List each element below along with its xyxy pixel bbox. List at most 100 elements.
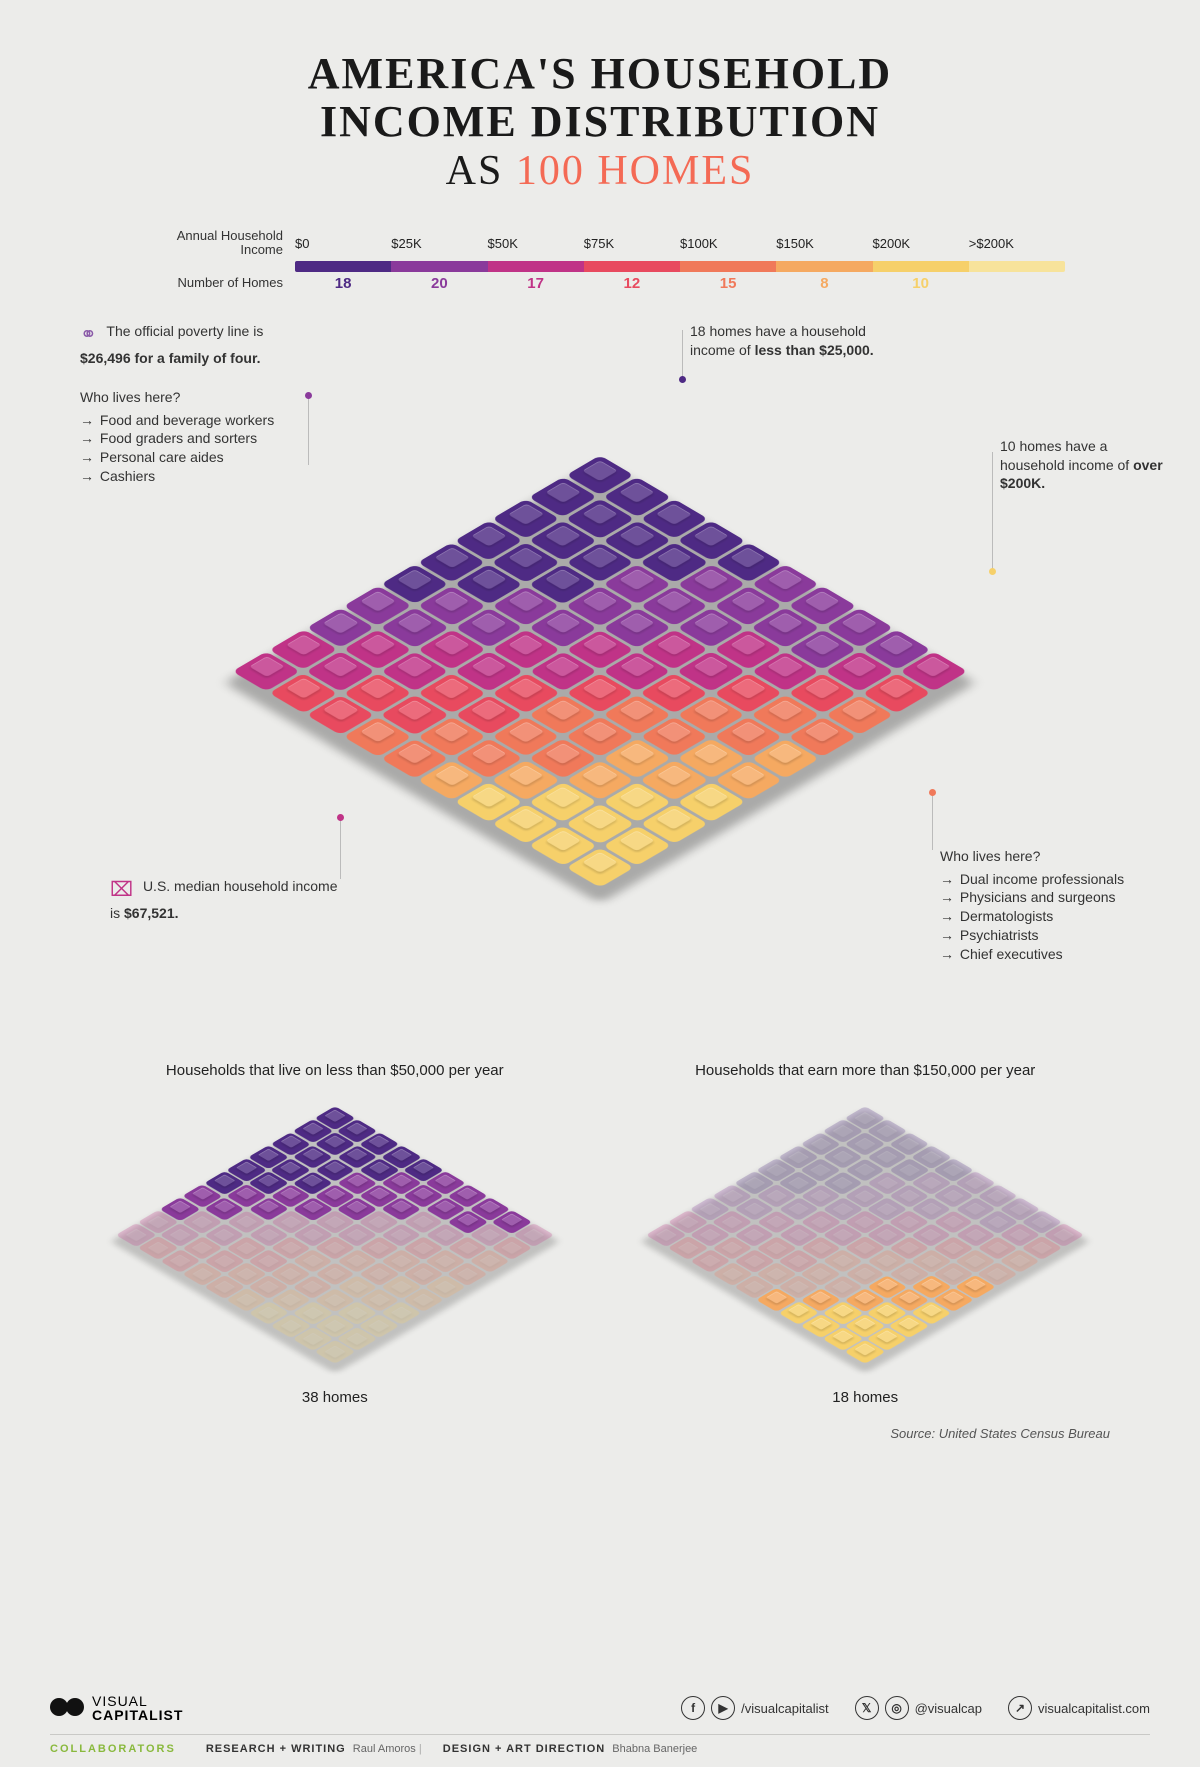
grid-tile (138, 1210, 179, 1234)
grid-tile (226, 1288, 267, 1312)
iso-grid-small-right (646, 1106, 1084, 1364)
who-item: Physicians and surgeons (940, 888, 1160, 907)
social-icon[interactable]: ▶ (711, 1696, 735, 1720)
brand-logo: VISUAL CAPITALIST (50, 1694, 183, 1722)
legend-count: 17 (488, 275, 584, 292)
social-handle: /visualcapitalist (741, 1701, 828, 1716)
legend-count: 18 (295, 275, 391, 292)
brand-line2: CAPITALIST (92, 1708, 183, 1722)
legend-tick: >$200K (969, 236, 1065, 251)
family-icon: ⚭ (80, 322, 97, 349)
legend-tick: $25K (391, 236, 487, 251)
title-prefix: AS (446, 148, 516, 194)
legend-label-homes: Number of Homes (135, 276, 295, 290)
credit-role: DESIGN + ART DIRECTION (443, 1743, 605, 1755)
who-item: Cashiers (80, 467, 310, 486)
social-icon[interactable]: ◎ (885, 1696, 909, 1720)
social-group[interactable]: 𝕏◎ @visualcap (855, 1696, 982, 1720)
callout-poverty-pre: The official poverty line is (106, 323, 263, 339)
callout-poverty: ⚭ The official poverty line is $26,496 f… (80, 322, 340, 368)
who-item: Psychiatrists (940, 926, 1160, 945)
who-item: Chief executives (940, 945, 1160, 964)
median-bold: $67,521. (124, 905, 179, 921)
who-item: Food graders and sorters (80, 429, 310, 448)
callout-low-who: Who lives here? Food and beverage worker… (80, 388, 310, 486)
social-handle: @visualcap (915, 1701, 982, 1716)
legend-tick: $100K (680, 236, 776, 251)
legend-counts: 1820171215810 (295, 275, 1065, 292)
callout-median: ⌧ U.S. median household income is $67,52… (110, 877, 340, 923)
brand-line1: VISUAL (92, 1694, 183, 1708)
legend-count: 15 (680, 275, 776, 292)
small-left-title: Households that live on less than $50,00… (90, 1062, 580, 1079)
legend-ticks: $0$25K$50K$75K$100K$150K$200K>$200K (295, 236, 1065, 251)
credit-name: Raul Amoros (350, 1743, 416, 1755)
high-who-heading: Who lives here? (940, 847, 1160, 866)
legend-label-income: Annual Household Income (135, 229, 295, 258)
social-icon[interactable]: ↗ (1008, 1696, 1032, 1720)
legend-tick: $50K (488, 236, 584, 251)
collab-label: COLLABORATORS (50, 1743, 176, 1755)
small-charts-row: Households that live on less than $50,00… (70, 1062, 1130, 1406)
high-who-list: Dual income professionalsPhysicians and … (940, 870, 1160, 964)
grid-tile (138, 1236, 179, 1260)
legend: Annual Household Income $0$25K$50K$75K$1… (135, 229, 1065, 292)
iso-grid-small-left (116, 1106, 554, 1364)
grid-tile (690, 1249, 731, 1273)
legend-count: 20 (391, 275, 487, 292)
source-text: Source: United States Census Bureau (70, 1426, 1130, 1441)
who-item: Personal care aides (80, 448, 310, 467)
callout-high-count: 10 homes have a household income of over… (1000, 437, 1170, 494)
logo-icon (50, 1694, 84, 1722)
grid-tile (292, 1223, 333, 1247)
small-left-count: 38 homes (90, 1389, 580, 1406)
footer: VISUAL CAPITALIST f▶ /visualcapitalist 𝕏◎ @… (0, 1676, 1200, 1767)
leader-line (308, 395, 309, 465)
social-links: f▶ /visualcapitalist 𝕏◎ @visualcap ↗ visualca… (681, 1696, 1150, 1720)
title-block: AMERICA'S HOUSEHOLD INCOME DISTRIBUTION … (70, 50, 1130, 195)
iso-grid-main (232, 455, 967, 887)
logo-text: VISUAL CAPITALIST (92, 1694, 183, 1722)
social-icon[interactable]: f (681, 1696, 705, 1720)
legend-tick: $150K (776, 236, 872, 251)
social-handle: visualcapitalist.com (1038, 1701, 1150, 1716)
low-count-bold: less than $25,000. (755, 342, 874, 358)
small-chart-right: Households that earn more than $150,000 … (620, 1062, 1110, 1406)
legend-color-bar (295, 261, 1065, 272)
small-right-title: Households that earn more than $150,000 … (620, 1062, 1110, 1079)
legend-count: 12 (584, 275, 680, 292)
social-group[interactable]: f▶ /visualcapitalist (681, 1696, 828, 1720)
grid-tile (1044, 1223, 1085, 1247)
high-count-pre: 10 homes have a household income of (1000, 438, 1129, 473)
title-line1: AMERICA'S HOUSEHOLD (70, 50, 1130, 98)
leader-line (932, 792, 933, 850)
title-suffix: HOMES (585, 148, 755, 194)
callout-high-who: Who lives here? Dual income professional… (940, 847, 1160, 964)
credit-role: RESEARCH + WRITING (206, 1743, 346, 1755)
legend-count: 10 (873, 275, 969, 292)
small-chart-left: Households that live on less than $50,00… (90, 1062, 580, 1406)
who-item: Food and beverage workers (80, 411, 310, 430)
footer-credits: COLLABORATORS RESEARCH + WRITING Raul Am… (50, 1734, 1150, 1755)
legend-tick: $75K (584, 236, 680, 251)
title-line3: AS 100 HOMES (70, 147, 1130, 195)
legend-count: 8 (776, 275, 872, 292)
low-who-heading: Who lives here? (80, 388, 310, 407)
title-line2: INCOME DISTRIBUTION (70, 98, 1130, 146)
who-item: Dermatologists (940, 907, 1160, 926)
legend-tick: $200K (873, 236, 969, 251)
money-icon: ⌧ (110, 877, 133, 904)
small-right-count: 18 homes (620, 1389, 1110, 1406)
who-item: Dual income professionals (940, 870, 1160, 889)
credit-name: Bhabna Banerjee (609, 1743, 697, 1755)
callout-low-count: 18 homes have a household income of less… (690, 322, 890, 360)
title-number: 100 (516, 148, 585, 194)
social-group[interactable]: ↗ visualcapitalist.com (1008, 1696, 1150, 1720)
leader-line (682, 330, 683, 380)
social-icon[interactable]: 𝕏 (855, 1696, 879, 1720)
leader-line (992, 452, 993, 572)
leader-line (340, 817, 341, 879)
grid-tile (403, 1210, 444, 1234)
low-who-list: Food and beverage workersFood graders an… (80, 411, 310, 487)
credits-list: RESEARCH + WRITING Raul Amoros | DESIGN … (206, 1743, 716, 1755)
